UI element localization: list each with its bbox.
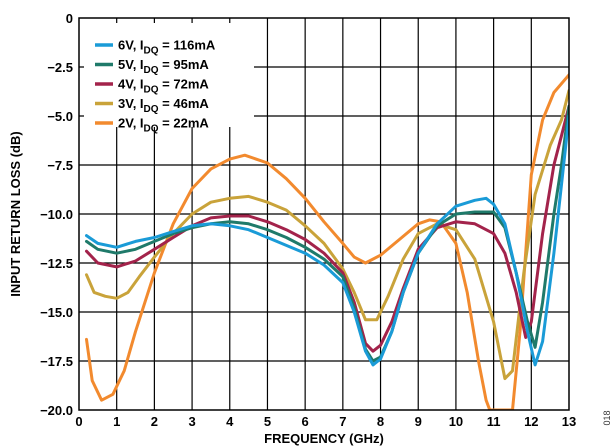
x-tick-label: 10 <box>449 414 463 429</box>
figure-id: 018 <box>602 410 612 425</box>
legend-entry: 2V, IDQ = 22mA <box>118 116 209 135</box>
series-line <box>85 104 569 353</box>
grid-lines <box>79 18 569 410</box>
series-line <box>85 114 569 367</box>
legend-entry: 6V, IDQ = 116mA <box>118 38 216 57</box>
x-tick-label: 8 <box>377 414 384 429</box>
x-tick-labels: 0 1 2 3 4 5 6 7 8 9 10 11 12 13 <box>75 414 576 429</box>
y-tick-label: −17.5 <box>40 354 73 369</box>
x-tick-label: 4 <box>226 414 234 429</box>
y-tick-label: −2.5 <box>47 60 73 75</box>
y-tick-label: −7.5 <box>47 158 73 173</box>
x-tick-label: 2 <box>151 414 158 429</box>
plot-frame <box>78 17 570 411</box>
legend-entry: 5V, IDQ = 95mA <box>118 57 209 76</box>
legend-entry: 4V, IDQ = 72mA <box>118 77 209 96</box>
y-tick-label: −12.5 <box>40 256 73 271</box>
y-tick-label: −20.0 <box>40 403 73 418</box>
x-tick-label: 7 <box>339 414 346 429</box>
x-tick-label: 13 <box>562 414 576 429</box>
x-tick-label: 9 <box>415 414 422 429</box>
x-tick-label: 12 <box>524 414 538 429</box>
x-tick-label: 6 <box>302 414 309 429</box>
x-tick-label: 11 <box>487 414 501 429</box>
y-tick-labels: 0 −2.5 −5.0 −7.5 −10.0 −12.5 −15.0 −17.5 −20.0 <box>40 11 73 418</box>
x-tick-label: 1 <box>113 414 120 429</box>
y-tick-label: 0 <box>66 11 73 26</box>
x-axis-title: FREQUENCY (GHz) <box>264 431 384 446</box>
series-line <box>85 73 569 410</box>
legend-background <box>84 23 254 127</box>
series-line <box>85 89 569 381</box>
y-tick-label: −5.0 <box>47 109 73 124</box>
x-tick-label: 5 <box>264 414 271 429</box>
y-tick-label: −15.0 <box>40 305 73 320</box>
legend-entry: 3V, IDQ = 46mA <box>118 96 209 115</box>
y-axis-title: INPUT RETURN LOSS (dB) <box>8 131 23 296</box>
x-tick-label: 0 <box>75 414 82 429</box>
x-tick-label: 3 <box>188 414 195 429</box>
series-line <box>85 104 569 363</box>
y-tick-label: −10.0 <box>40 207 73 222</box>
series-layer <box>85 73 569 410</box>
